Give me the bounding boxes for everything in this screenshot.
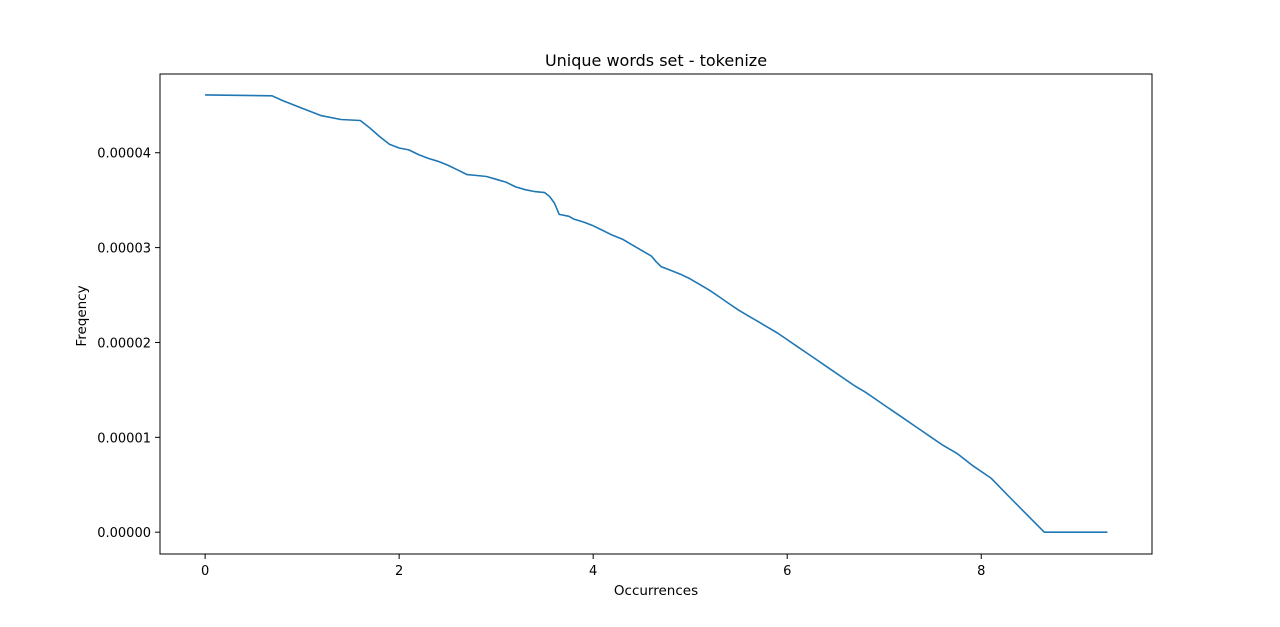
chart-title: Unique words set - tokenize [545,51,767,70]
series-line [205,94,1108,533]
x-axis-label: Occurrences [614,583,698,599]
x-tick-label: 4 [589,564,597,579]
x-tick-label: 8 [977,564,985,579]
y-tick-label: 0.00002 [97,336,151,351]
x-tick-label: 0 [201,564,209,579]
y-tick-label: 0.00004 [97,147,151,162]
y-tick-label: 0.00001 [97,431,151,446]
y-axis-label: Freqency [74,285,90,346]
plot-area [205,94,1108,533]
y-tick-label: 0.00003 [97,242,151,257]
axes-frame [159,73,1153,555]
x-tick-label: 6 [783,564,791,579]
x-tick-label: 2 [395,564,403,579]
axis-ticks: 0 2 4 6 8 0.00000 0.00001 0.00002 0.00003 0.00004 [97,147,985,579]
y-tick-label: 0.00000 [97,526,151,541]
